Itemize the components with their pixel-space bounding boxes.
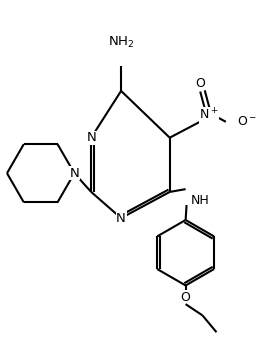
Text: O$^-$: O$^-$ [237, 115, 257, 128]
Text: NH: NH [190, 194, 209, 207]
Text: N: N [69, 167, 79, 180]
Text: N: N [86, 131, 96, 144]
Text: O: O [181, 291, 191, 304]
Text: N: N [116, 211, 126, 225]
Text: NH$_2$: NH$_2$ [108, 35, 134, 50]
Text: N$^+$: N$^+$ [199, 108, 219, 123]
Text: O: O [196, 77, 206, 90]
